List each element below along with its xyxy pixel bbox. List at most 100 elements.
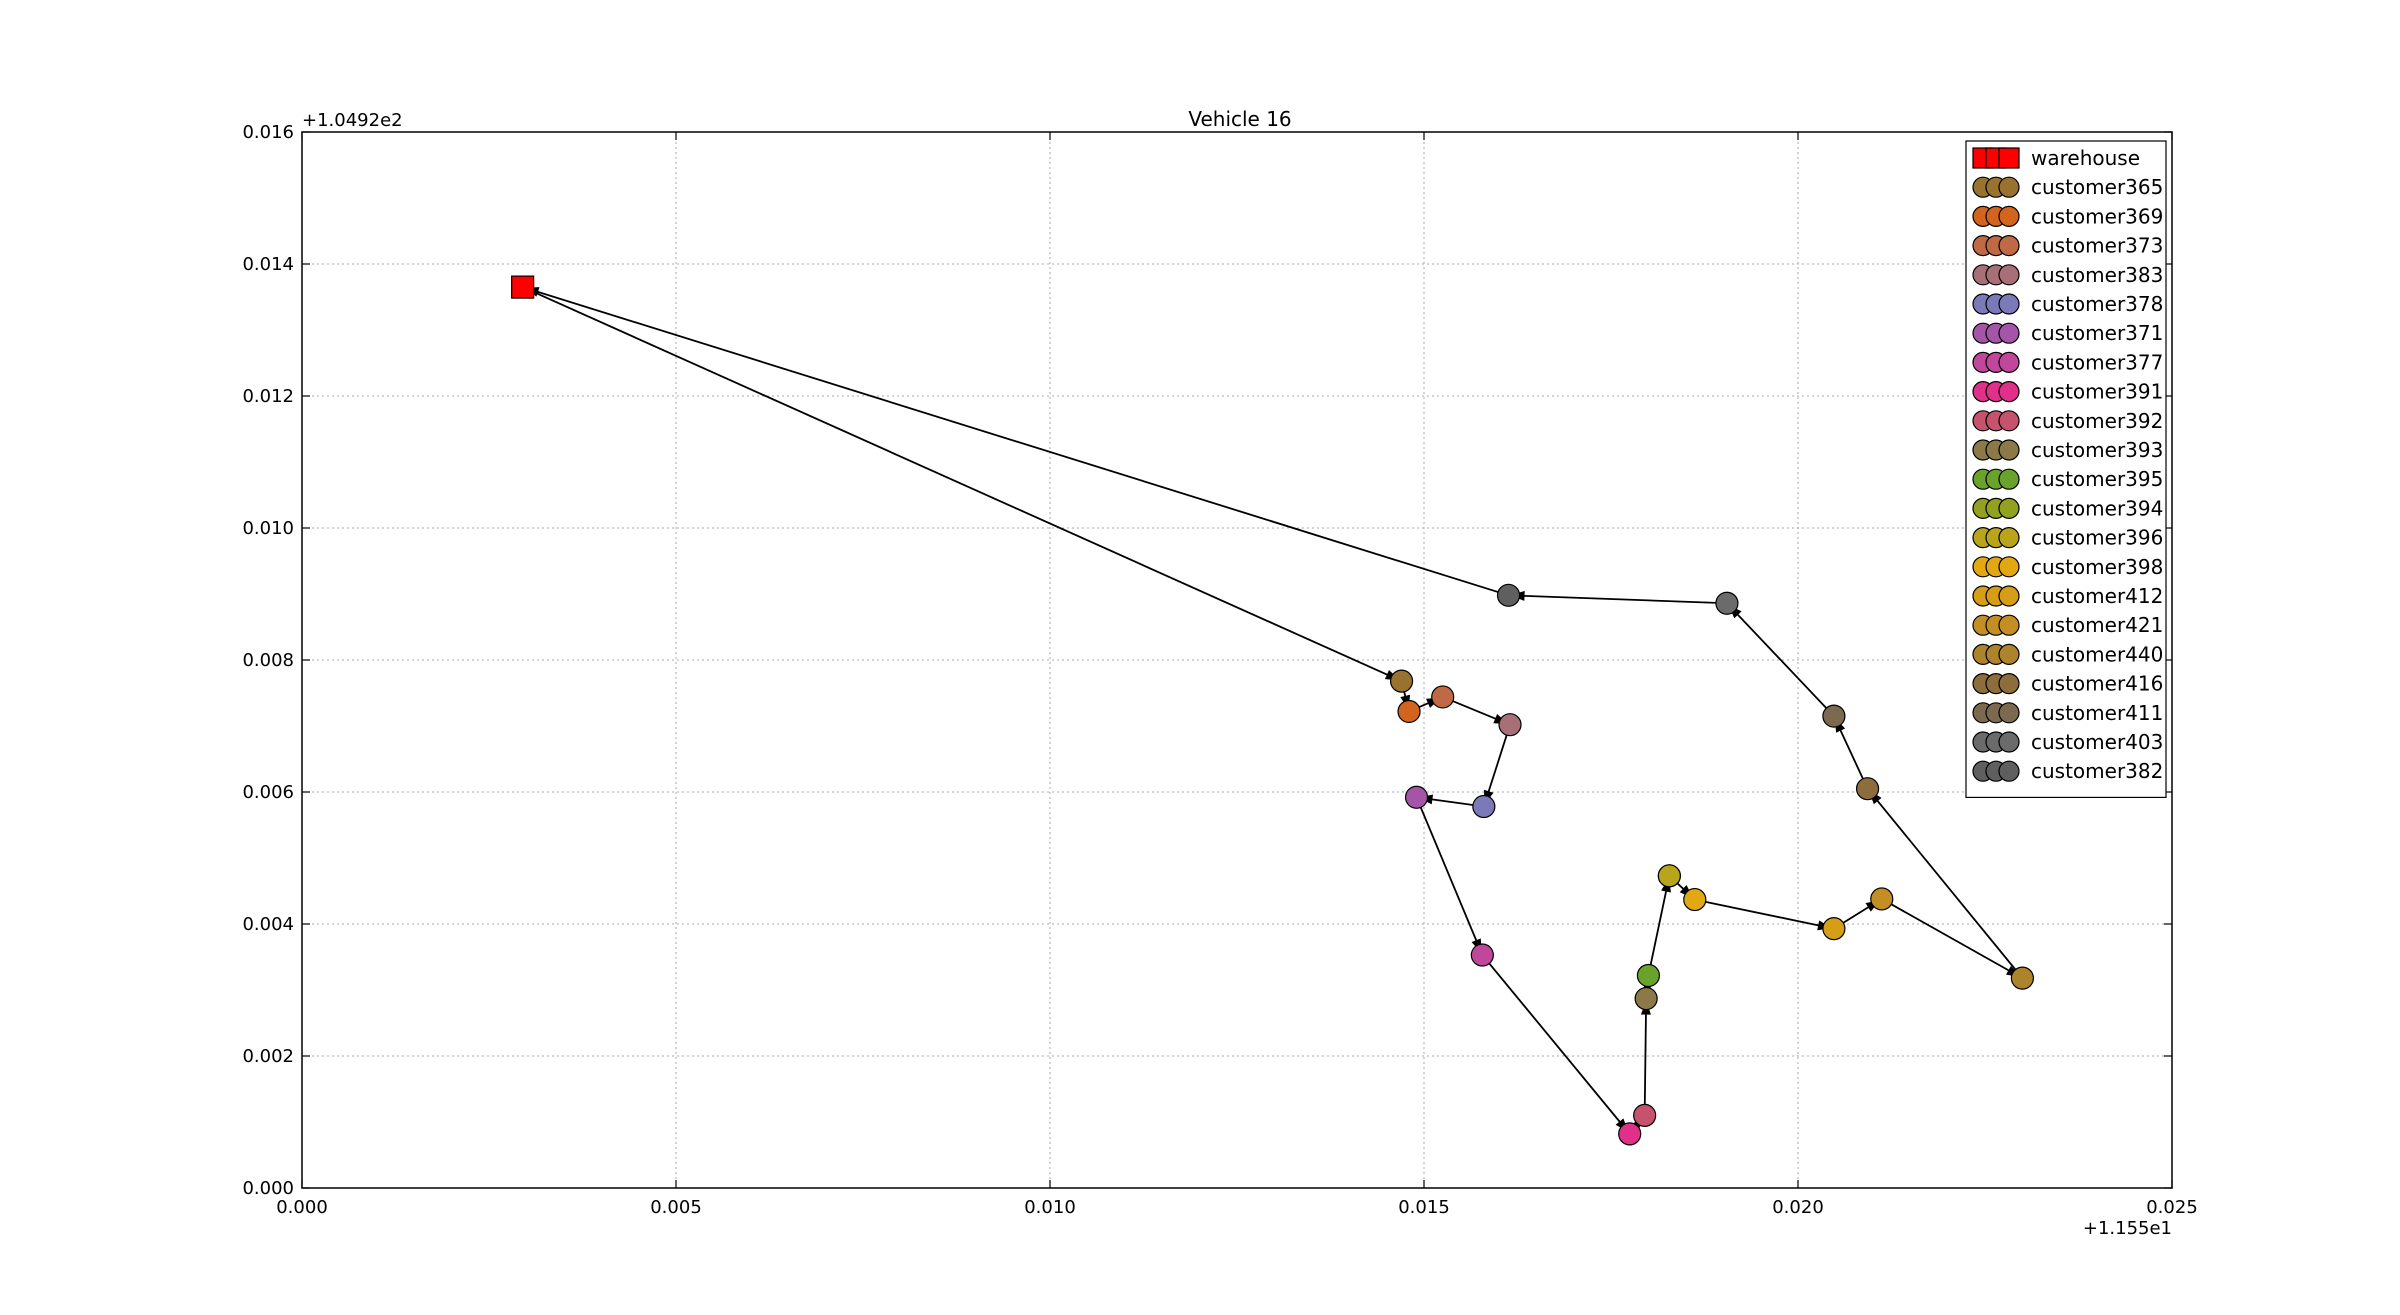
customer-marker bbox=[1496, 583, 1521, 607]
x-tick-label: 0.000 bbox=[276, 1197, 328, 1218]
customer-marker bbox=[1822, 917, 1846, 941]
plot-frame bbox=[301, 131, 2173, 1189]
route-segment bbox=[1643, 998, 1648, 1116]
customer-marker bbox=[1822, 704, 1846, 728]
y-tick-label: 0.006 bbox=[242, 782, 294, 803]
axis-ticks: 0.000 0.005 0.010 0.015 0.020 0.025 0.000 0.002… bbox=[242, 122, 2197, 1218]
legend-swatch bbox=[1998, 643, 2020, 666]
y-tick-label: 0.012 bbox=[242, 386, 294, 407]
legend-swatch bbox=[1998, 585, 2020, 607]
legend-swatch bbox=[1998, 556, 2020, 578]
legend-entry: customer391 bbox=[2031, 380, 2163, 404]
route-segment bbox=[1866, 788, 2024, 979]
y-tick-label: 0.010 bbox=[242, 518, 294, 539]
customer-marker bbox=[1633, 1103, 1657, 1128]
legend-swatch bbox=[1998, 439, 2020, 461]
customer-marker bbox=[1636, 963, 1661, 988]
legend-swatch bbox=[1998, 147, 2020, 169]
legend-entry: customer395 bbox=[2031, 467, 2163, 491]
y-tick-label: 0.004 bbox=[242, 914, 294, 935]
customer-marker bbox=[1404, 785, 1429, 809]
y-tick-label: 0.008 bbox=[242, 650, 294, 671]
x-offset-label: +1.155e1 bbox=[2083, 1218, 2172, 1239]
legend-swatch bbox=[1998, 293, 2020, 315]
legend-entry: customer440 bbox=[2031, 642, 2163, 666]
route-segment bbox=[522, 286, 1402, 682]
legend-entry: customer394 bbox=[2031, 496, 2163, 520]
legend-entry: customer371 bbox=[2031, 321, 2163, 345]
x-tick-label: 0.025 bbox=[2146, 1197, 2198, 1218]
customer-marker bbox=[1634, 986, 1658, 1011]
legend-entry: customer396 bbox=[2031, 526, 2163, 550]
legend-swatch bbox=[1998, 235, 2020, 257]
customer-marker bbox=[1870, 887, 1894, 911]
legend-swatch bbox=[1998, 526, 2020, 549]
route-segment bbox=[1508, 594, 1727, 605]
legend-entry: customer398 bbox=[2031, 555, 2163, 579]
route-segment bbox=[1647, 875, 1671, 976]
legend-swatch bbox=[1998, 205, 2020, 227]
legend-entry: warehouse bbox=[2031, 146, 2140, 170]
grid-lines bbox=[302, 132, 2172, 1188]
legend-swatch bbox=[1998, 760, 2020, 782]
legend-swatch bbox=[1998, 322, 2020, 344]
legend-swatch bbox=[1998, 176, 2020, 198]
customer-marker bbox=[1657, 864, 1681, 888]
legend-entry: customer383 bbox=[2031, 263, 2163, 287]
stop-markers bbox=[511, 275, 2035, 1146]
legend-entry: customer393 bbox=[2031, 438, 2163, 462]
legend-entry: customer412 bbox=[2031, 584, 2163, 608]
customer-marker bbox=[1618, 1122, 1642, 1146]
route-segment bbox=[1415, 796, 1484, 956]
legend-swatch bbox=[1998, 702, 2020, 724]
legend-swatch bbox=[1998, 351, 2020, 373]
legend-entry: customer377 bbox=[2031, 350, 2163, 374]
legend-swatch bbox=[1998, 468, 2020, 490]
route-segment bbox=[522, 286, 1509, 597]
y-tick-label: 0.002 bbox=[242, 1046, 294, 1067]
customer-marker bbox=[1472, 794, 1496, 819]
legend-entry: customer378 bbox=[2031, 292, 2163, 316]
legend-swatch bbox=[1998, 264, 2020, 286]
route-segment bbox=[1694, 898, 1835, 930]
x-tick-label: 0.015 bbox=[1398, 1197, 1450, 1218]
customer-marker bbox=[1683, 887, 1707, 912]
legend-entry: customer365 bbox=[2031, 175, 2163, 199]
legend-entry: customer369 bbox=[2031, 204, 2163, 228]
legend-entry: customer392 bbox=[2031, 409, 2163, 433]
legend-swatch bbox=[1998, 614, 2020, 636]
route-segment bbox=[1726, 602, 1835, 717]
y-offset-label: +1.0492e2 bbox=[302, 110, 403, 131]
legend-swatch bbox=[1998, 731, 2020, 753]
x-tick-label: 0.005 bbox=[650, 1197, 702, 1218]
x-tick-label: 0.010 bbox=[1024, 1197, 1076, 1218]
y-tick-label: 0.016 bbox=[242, 122, 294, 143]
x-tick-label: 0.020 bbox=[1772, 1197, 1824, 1218]
customer-marker bbox=[2010, 966, 2035, 990]
customer-marker bbox=[1470, 943, 1494, 967]
legend-entry: customer411 bbox=[2031, 701, 2163, 725]
customer-marker bbox=[1389, 669, 1414, 693]
legend-swatch bbox=[1998, 497, 2020, 519]
legend-swatch bbox=[1998, 381, 2020, 403]
warehouse-marker bbox=[511, 275, 535, 299]
customer-marker bbox=[1498, 713, 1522, 737]
legend: warehouse customer365 customer369 customer3… bbox=[1965, 140, 2167, 799]
legend-swatch bbox=[1998, 410, 2020, 432]
chart-title: Vehicle 16 bbox=[1188, 107, 1291, 131]
customer-marker bbox=[1431, 685, 1455, 709]
customer-marker bbox=[1715, 591, 1739, 615]
customer-marker bbox=[1397, 699, 1421, 724]
y-tick-label: 0.014 bbox=[242, 254, 294, 275]
route-segment bbox=[1881, 898, 2023, 979]
customer-marker bbox=[1855, 777, 1880, 801]
legend-swatch bbox=[1998, 672, 2020, 695]
legend-entry: customer382 bbox=[2031, 759, 2163, 783]
legend-entry: customer421 bbox=[2031, 613, 2163, 637]
legend-entry: customer416 bbox=[2031, 672, 2163, 696]
y-tick-label: 0.000 bbox=[242, 1178, 294, 1199]
legend-entry: customer403 bbox=[2031, 730, 2163, 754]
route-segment bbox=[1481, 954, 1631, 1135]
legend-entry: customer373 bbox=[2031, 234, 2163, 258]
